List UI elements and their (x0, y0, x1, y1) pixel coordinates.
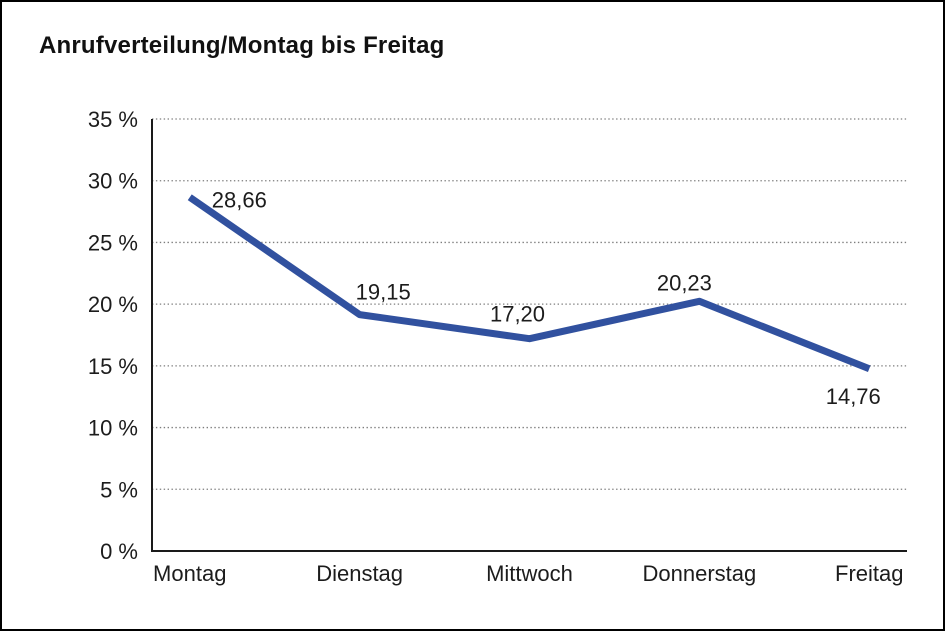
y-tick-label: 30 % (88, 169, 138, 194)
axis-lines (151, 119, 907, 552)
chart-title: Anrufverteilung/Montag bis Freitag (39, 32, 445, 59)
x-axis-label: Donnerstag (643, 561, 757, 586)
y-tick-label: 35 % (88, 107, 138, 132)
x-axis-label: Dienstag (316, 561, 403, 586)
y-tick-label: 20 % (88, 292, 138, 317)
y-tick-label: 5 % (100, 477, 138, 502)
data-point-label: 17,20 (490, 302, 545, 327)
y-tick-label: 0 % (100, 539, 138, 564)
x-axis-label: Montag (153, 561, 226, 586)
data-point-label: 14,76 (826, 384, 881, 409)
y-tick-label: 25 % (88, 230, 138, 255)
y-tick-label: 15 % (88, 354, 138, 379)
data-point-label: 28,66 (212, 187, 267, 212)
data-point-label: 20,23 (657, 270, 712, 295)
y-tick-label: 10 % (88, 416, 138, 441)
data-line (187, 194, 871, 373)
x-axis-label: Mittwoch (486, 561, 573, 586)
data-point-label: 19,15 (356, 280, 411, 305)
x-axis-label: Freitag (835, 561, 903, 586)
